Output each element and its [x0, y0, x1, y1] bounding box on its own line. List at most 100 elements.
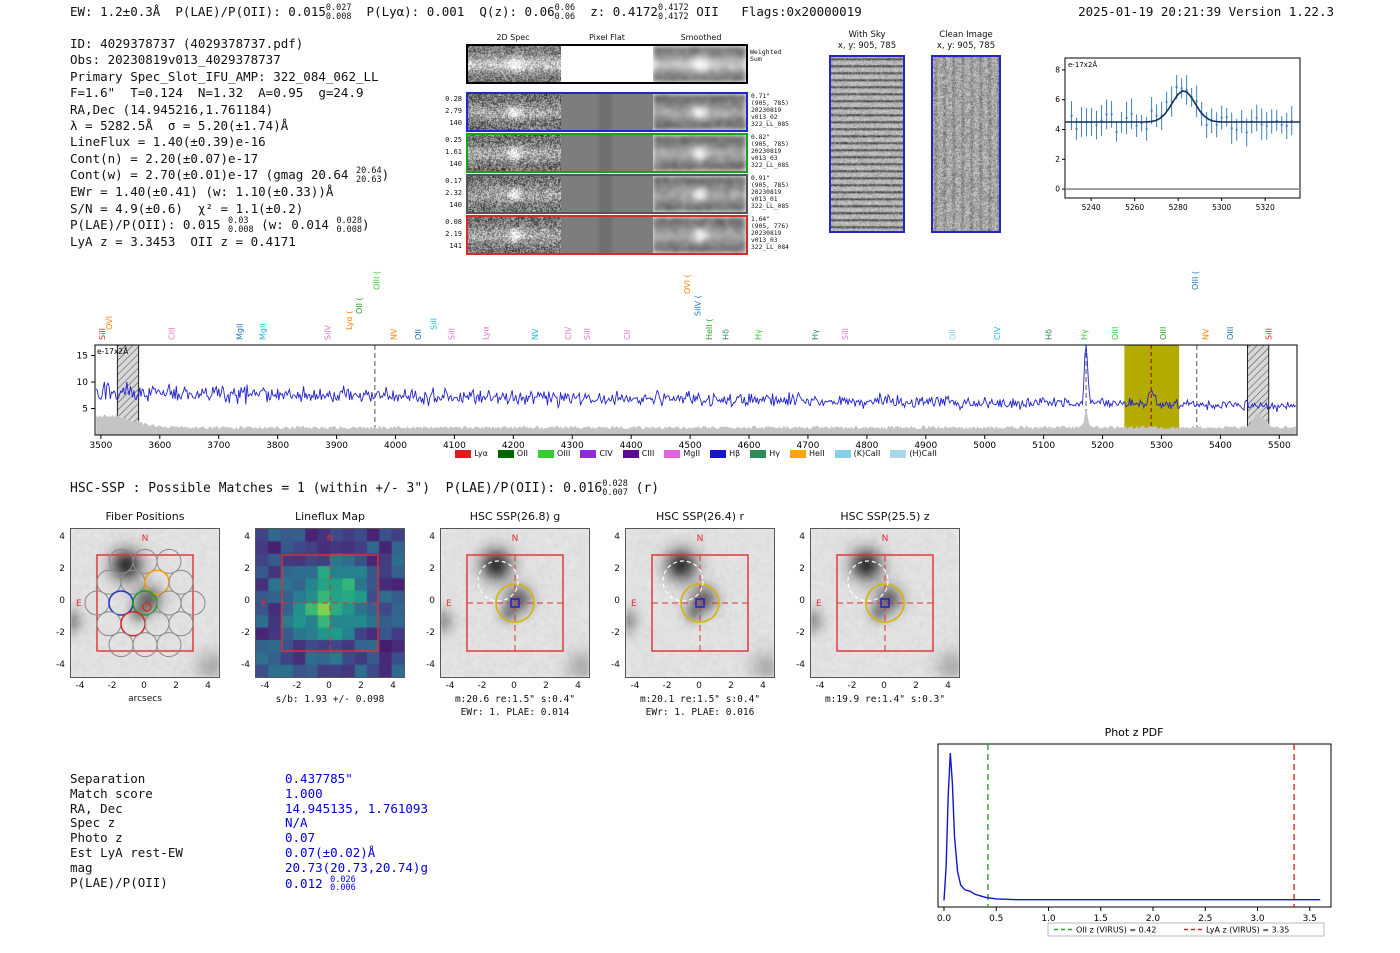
hsc-matches-header: HSC-SSP : Possible Matches = 1 (within +… — [70, 479, 660, 498]
svg-text:SiII: SiII — [841, 328, 850, 340]
match-table-values: 0.437785" 1.000 14.945135, 1.761093 N/A 0.07… — [285, 771, 428, 893]
svg-text:5500: 5500 — [1268, 441, 1291, 451]
cutout-x-tick: 2 — [173, 681, 179, 691]
spec2d-row — [466, 174, 748, 214]
legend-swatch — [497, 449, 514, 458]
svg-text:OIII (: OIII ( — [1191, 271, 1200, 290]
match-table-keys: Separation Match score RA, Dec Spec z Photo … — [70, 771, 183, 890]
cutout-title: Fiber Positions — [105, 510, 185, 523]
svg-text:MgII: MgII — [235, 323, 244, 340]
svg-text:OII: OII — [948, 329, 957, 340]
svg-text:10: 10 — [77, 378, 89, 388]
svg-text:e-17x2Å: e-17x2Å — [97, 347, 129, 356]
svg-text:Lyα (: Lyα ( — [345, 311, 354, 330]
weighted-sum-strip — [466, 44, 748, 84]
spec2d-canvas — [468, 94, 561, 130]
cutout-image — [441, 529, 589, 677]
legend-item: OIII — [537, 449, 570, 458]
legend-swatch — [664, 449, 681, 458]
info-line: LyA z = 3.3453 OII z = 0.4171 — [70, 234, 296, 250]
pixel-flat-cell — [561, 94, 653, 130]
info-line: ID: 4029378737 (4029378737.pdf) — [70, 36, 304, 51]
with-sky-canvas — [831, 57, 903, 231]
svg-text:4400: 4400 — [620, 441, 643, 451]
cutout-x-tick: -4 — [630, 681, 640, 691]
cutout-x-tick: -2 — [477, 681, 487, 691]
match-key: Separation — [70, 771, 146, 786]
svg-text:Hδ: Hδ — [1044, 329, 1053, 340]
cutout-image — [256, 529, 404, 677]
cutout-x-tick: 0 — [511, 681, 517, 691]
cutout-y-tick: -2 — [56, 628, 65, 638]
cutout-title: HSC SSP(25.5) z — [840, 510, 930, 523]
match-value: 1.000 — [285, 785, 323, 801]
cutout-x-tick: 0 — [881, 681, 887, 691]
cutout-y-tick: 0 — [799, 596, 805, 606]
svg-text:SiII: SiII — [430, 318, 439, 330]
svg-text:5200: 5200 — [1091, 441, 1114, 451]
svg-text:4000: 4000 — [384, 441, 407, 451]
svg-text:OVI (: OVI ( — [683, 274, 692, 294]
info-line: λ = 5282.5Å σ = 5.20(±1.74)Å — [70, 118, 289, 134]
svg-text:e-17x2Å: e-17x2Å — [1068, 60, 1097, 69]
info-line: S/N = 4.9(±0.6) χ² = 1.1(±0.2) — [70, 200, 304, 216]
svg-text:3700: 3700 — [207, 441, 230, 451]
svg-text:E: E — [261, 599, 267, 609]
legend-swatch — [750, 449, 767, 458]
legend-item: OII — [497, 449, 528, 458]
cutout-y-tick: 2 — [799, 564, 805, 574]
spec2d-row — [466, 133, 748, 173]
info-line: P(LAE)/P(OII): 0.015 0.03 0.008 (w: 0.014… — [70, 216, 370, 235]
cutout-caption: s/b: 1.93 +/- 0.098 — [275, 694, 385, 705]
svg-text:CII: CII — [623, 330, 632, 340]
cutout-caption: m:20.1 re:1.5" s:0.4" — [639, 694, 761, 705]
svg-text:4700: 4700 — [796, 441, 819, 451]
weighted-2dspec-canvas — [468, 46, 561, 82]
match-value: N/A — [285, 815, 308, 831]
cutout-overlay: NE — [76, 534, 206, 658]
match-key: Match score — [70, 785, 153, 801]
legend-item: MgII — [664, 449, 700, 458]
cutout-caption: m:20.6 re:1.5" s:0.4" — [454, 694, 576, 705]
pixel-flat-cell — [561, 135, 653, 171]
legend-item: Lyα — [455, 449, 488, 458]
cutout-y-tick: 0 — [59, 596, 65, 606]
cutout-x-tick: -2 — [292, 681, 302, 691]
svg-text:2: 2 — [1055, 155, 1060, 164]
legend-item: CIV — [580, 449, 613, 458]
spec2d-col-header-2dspec: 2D Spec — [496, 33, 530, 42]
legend-swatch — [622, 449, 639, 458]
cutout-caption: EWr: 1. PLAE: 0.016 — [645, 707, 755, 718]
cutout-x-tick: -2 — [662, 681, 672, 691]
weighted-sum-label: Weighted Sum — [750, 48, 782, 63]
cutout-title: HSC SSP(26.4) r — [655, 510, 745, 523]
cutout-y-tick: 0 — [429, 596, 435, 606]
cutout-x-tick: -2 — [107, 681, 117, 691]
match-key: mag — [70, 859, 93, 875]
svg-text:Hγ: Hγ — [754, 329, 763, 340]
pixel-flat-cell — [561, 217, 653, 253]
svg-text:E: E — [446, 599, 452, 609]
spec2d-canvas — [468, 135, 561, 171]
smoothed-canvas — [653, 217, 746, 253]
svg-text:CIII: CIII — [168, 327, 177, 340]
cutout-y-tick: 2 — [244, 564, 250, 574]
cutout-x-tick: -4 — [815, 681, 825, 691]
svg-text:3800: 3800 — [266, 441, 289, 451]
svg-text:Phot z PDF: Phot z PDF — [1105, 726, 1164, 739]
svg-text:2.0: 2.0 — [1146, 914, 1161, 924]
match-key: RA, Dec — [70, 800, 123, 816]
svg-text:6: 6 — [1055, 95, 1060, 104]
svg-text:SiII: SiII — [1265, 328, 1274, 340]
spec2d-row — [466, 215, 748, 255]
legend-swatch — [710, 449, 727, 458]
svg-text:OIII: OIII — [1159, 327, 1168, 340]
spec2d-row-annotation: 1.64" (905, 776) 20230819 v013_03 322_LL_084 — [751, 216, 789, 251]
spec2d-row-weights: 0.28 2.79 140 — [445, 95, 462, 127]
version-timestamp: 2025-01-19 20:21:39 Version 1.22.3 — [1078, 4, 1334, 19]
svg-text:N: N — [512, 534, 519, 544]
match-value: 20.73(20.73,20.74)g — [285, 859, 428, 875]
